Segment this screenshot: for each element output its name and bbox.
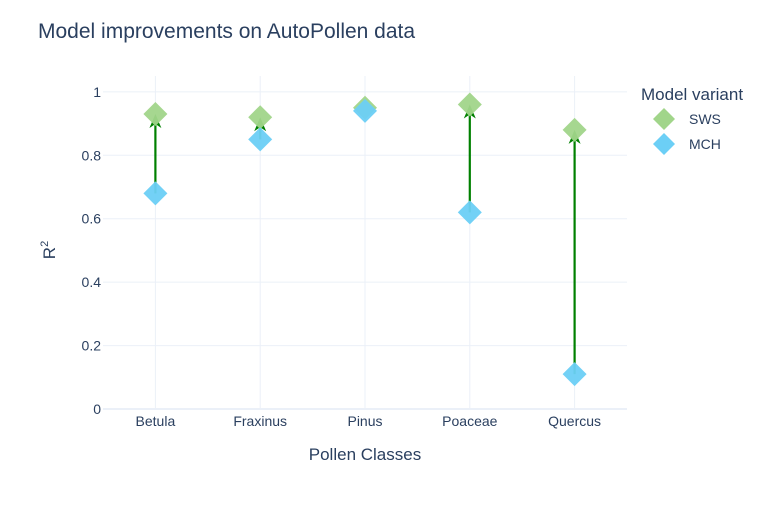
legend-marker-mch	[653, 133, 675, 155]
y-tick-label: 0.4	[82, 274, 102, 290]
y-tick-label: 0	[93, 401, 101, 417]
point-sws-betula	[143, 102, 168, 127]
y-tick-label: 0.2	[82, 338, 102, 354]
legend-marker-sws	[653, 108, 675, 130]
legend-title: Model variant	[641, 85, 743, 104]
x-tick-label-pinus: Pinus	[347, 413, 382, 429]
x-tick-label-betula: Betula	[136, 413, 176, 429]
point-mch-betula	[143, 181, 168, 206]
point-mch-poaceae	[457, 200, 482, 225]
x-tick-label-quercus: Quercus	[548, 413, 601, 429]
y-tick-label: 0.6	[82, 211, 102, 227]
y-axis-title-group: R2	[39, 241, 59, 259]
x-axis-title: Pollen Classes	[309, 445, 421, 464]
x-tick-label-poaceae: Poaceae	[442, 413, 497, 429]
point-mch-pinus	[353, 98, 377, 123]
x-tick-label-fraxinus: Fraxinus	[233, 413, 287, 429]
point-sws-fraxinus	[248, 105, 273, 130]
point-mch-quercus	[562, 362, 587, 387]
data-points	[143, 92, 587, 387]
chart-title: Model improvements on AutoPollen data	[38, 20, 415, 43]
arrow-quercus	[568, 129, 581, 375]
grid	[103, 76, 627, 410]
arrow-poaceae	[463, 104, 476, 213]
legend: Model variant SWS MCH	[641, 85, 743, 155]
y-axis-title-superscript: 2	[39, 241, 51, 247]
legend-label-sws: SWS	[689, 111, 721, 127]
arrows	[149, 104, 581, 375]
point-sws-quercus	[562, 117, 587, 142]
y-tick-label: 1	[93, 84, 101, 100]
y-axis-title-base: R	[40, 247, 59, 259]
y-axis-title: R2	[39, 241, 59, 259]
point-sws-poaceae	[457, 92, 482, 117]
y-axis-ticks: 0 0.2 0.4 0.6 0.8 1	[82, 84, 102, 417]
legend-label-mch: MCH	[689, 136, 721, 152]
point-mch-fraxinus	[248, 127, 273, 152]
y-tick-label: 0.8	[82, 147, 102, 163]
x-axis-ticks: Betula Fraxinus Pinus Poaceae Quercus	[136, 413, 602, 429]
